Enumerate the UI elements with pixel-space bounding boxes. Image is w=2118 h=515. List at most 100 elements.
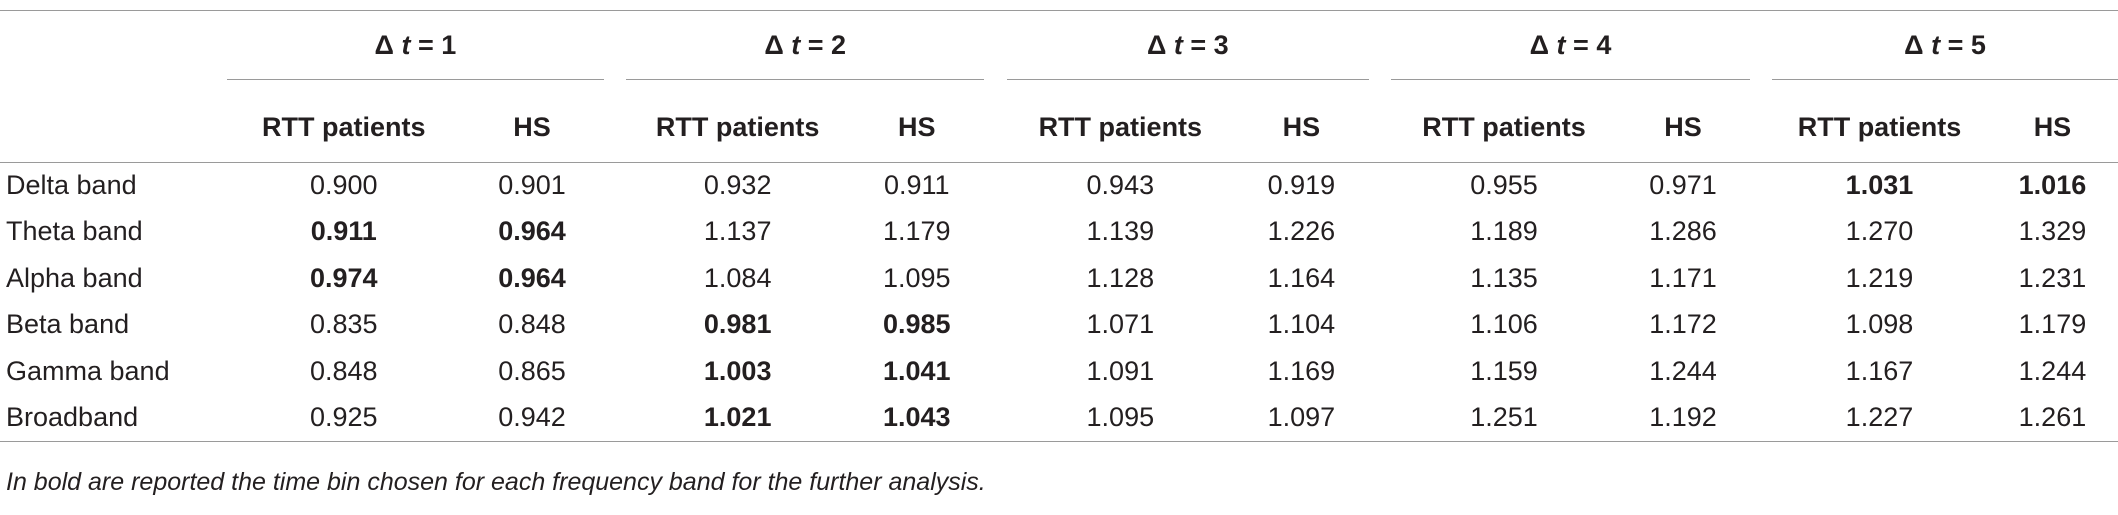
- group-header-value: = 2: [800, 29, 847, 60]
- table-cell: 0.900: [309, 170, 378, 200]
- table-cell: 1.286: [1649, 216, 1717, 247]
- table-cell: 1.244: [1649, 355, 1717, 386]
- subheader-rtt-patients: RTT patients: [1006, 93, 1234, 163]
- subheader-rtt-patients: RTT patients: [1391, 93, 1617, 163]
- table-cell: 1.226: [1267, 216, 1336, 247]
- row-label: Delta band: [6, 170, 137, 200]
- group-rule-line: [1391, 79, 1750, 93]
- table-cell: 1.251: [1391, 394, 1617, 442]
- table-cell: 1.179: [882, 216, 951, 247]
- group-header-delta: Δ: [374, 29, 402, 60]
- subheader-rtt-patients: RTT patients: [1772, 93, 1987, 163]
- table-cell: 0.943: [1086, 170, 1155, 200]
- corner-cell: [0, 10, 228, 80]
- table-cell: 0.932: [703, 170, 772, 200]
- table-cell: 0.955: [1470, 170, 1538, 200]
- group-header-delta: Δ: [1904, 29, 1932, 60]
- table-cell: 1.189: [1470, 216, 1538, 247]
- table-cell: 1.329: [2018, 216, 2087, 247]
- table-cell: 0.865: [498, 355, 566, 386]
- table-cell: 1.021: [626, 394, 850, 442]
- row-label: Broadband: [0, 394, 228, 442]
- table-cell: 1.128: [1086, 262, 1155, 293]
- group-header-var: t: [791, 29, 801, 60]
- table-cell: 1.172: [1649, 309, 1717, 340]
- group-rule-line: [626, 79, 985, 93]
- table-cell: 1.091: [1086, 355, 1155, 386]
- subheader-hs: HS: [1233, 93, 1369, 163]
- group-gap: [1749, 10, 1773, 80]
- table-cell: 1.097: [1233, 394, 1369, 442]
- group-rule-row: [0, 79, 2118, 94]
- table-cell: 0.985: [882, 309, 951, 340]
- group-header-value: = 4: [1565, 29, 1612, 60]
- rule-spacer: [1369, 80, 1392, 94]
- table-cell: 0.848: [309, 355, 378, 386]
- group-header-var: t: [1556, 29, 1566, 60]
- table-row: Beta band 0.835 0.848 0.981 0.985 1.071 1.104 1…: [0, 302, 2118, 349]
- table-cell: 1.139: [1086, 216, 1155, 247]
- table-footnote: In bold are reported the time bin chosen…: [6, 468, 986, 496]
- group-rule-line: [1006, 79, 1369, 93]
- row-label: Theta band: [6, 216, 143, 247]
- table-row: Broadband 0.925 0.942 1.021 1.043 1.095 1.097 1…: [0, 394, 2118, 442]
- cell-gap: [1749, 394, 1773, 442]
- table-row: Delta band 0.900 0.901 0.932 0.911 0.943 0.919…: [0, 162, 2118, 209]
- table-row: Gamma band 0.848 0.865 1.003 1.041 1.091 1.169…: [0, 348, 2118, 395]
- cell-gap: [604, 209, 627, 256]
- table-cell: 1.192: [1616, 394, 1750, 442]
- table-cell: 0.911: [310, 216, 377, 247]
- table-cell: 0.901: [498, 170, 566, 200]
- cell-gap: [1369, 209, 1392, 256]
- cell-gap: [603, 394, 627, 442]
- table-body: Delta band 0.900 0.901 0.932 0.911 0.943 0.919…: [0, 162, 2118, 442]
- group-header-dt-1: Δ t = 1: [227, 10, 604, 80]
- table-cell: 1.179: [2018, 309, 2087, 340]
- table-cell: 1.135: [1470, 262, 1538, 293]
- table-cell: 0.835: [309, 309, 378, 340]
- table-cell: 0.919: [1267, 170, 1336, 200]
- cell-gap: [984, 209, 1007, 256]
- corner-cell: [0, 93, 228, 163]
- subheader-gap: [1368, 93, 1392, 163]
- table-cell: 1.071: [1086, 309, 1155, 340]
- rule-spacer: [604, 80, 627, 94]
- table-cell: 1.167: [1845, 355, 1914, 386]
- cell-gap: [984, 255, 1007, 302]
- table-cell: 0.942: [460, 394, 604, 442]
- table-cell: 1.084: [703, 262, 772, 293]
- table-cell: 1.104: [1267, 309, 1336, 340]
- table-cell: 1.169: [1267, 355, 1336, 386]
- group-gap: [603, 10, 627, 80]
- table-cell: 1.031: [1845, 170, 1914, 200]
- subheader-hs: HS: [1986, 93, 2118, 163]
- subheader-hs: HS: [460, 93, 604, 163]
- cell-gap: [1750, 162, 1773, 209]
- cell-gap: [1750, 348, 1773, 395]
- cell-gap: [1369, 348, 1392, 395]
- cell-gap: [1369, 302, 1392, 349]
- table-cell: 1.227: [1772, 394, 1987, 442]
- table-cell: 1.159: [1470, 355, 1538, 386]
- table-cell: 1.219: [1845, 262, 1914, 293]
- group-header-dt-4: Δ t = 4: [1391, 10, 1750, 80]
- subheader-rtt-patients: RTT patients: [626, 93, 850, 163]
- subheader-gap: [1749, 93, 1773, 163]
- group-header-value: = 3: [1182, 29, 1229, 60]
- group-header-value: = 1: [410, 29, 457, 60]
- cell-gap: [604, 302, 627, 349]
- table-cell: 1.244: [2018, 355, 2087, 386]
- cell-gap: [1750, 255, 1773, 302]
- group-header-dt-2: Δ t = 2: [626, 10, 985, 80]
- table-cell: 1.095: [1006, 394, 1234, 442]
- subheader-rtt-patients: RTT patients: [227, 93, 461, 163]
- subheader-hs: HS: [1616, 93, 1750, 163]
- group-rule-line: [227, 79, 604, 93]
- table-cell: 0.981: [703, 309, 772, 340]
- table-cell: 0.964: [498, 216, 566, 247]
- table-cell: 1.137: [703, 216, 772, 247]
- table-row: Theta band 0.911 0.964 1.137 1.179 1.139 1.226…: [0, 209, 2118, 256]
- cell-gap: [1750, 302, 1773, 349]
